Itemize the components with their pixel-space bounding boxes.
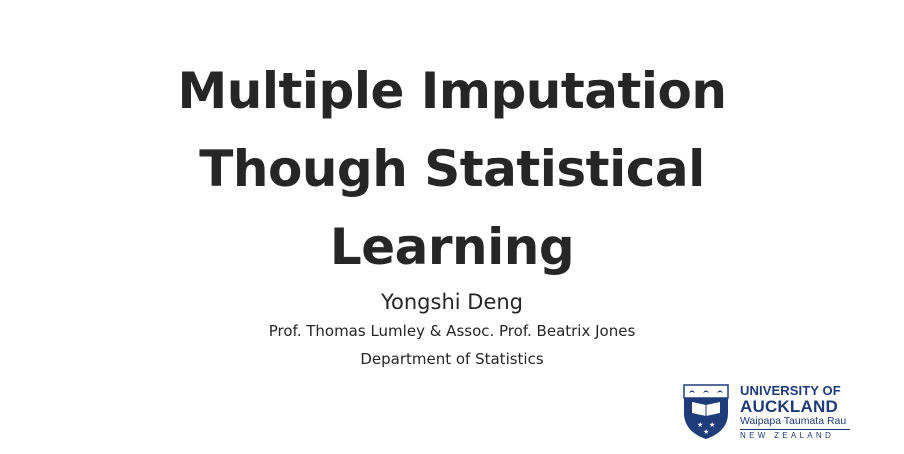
author-name: Yongshi Deng	[380, 290, 524, 314]
university-crest-icon: ★ ★ ★	[683, 384, 729, 439]
department-line: Department of Statistics	[360, 350, 544, 368]
title-line: Learning	[329, 218, 575, 276]
university-logo: ★ ★ ★ UNIVERSITY OF AUCKLAND Waipapa Tau…	[682, 383, 852, 443]
logo-line-3: Waipapa Taumata Rau	[740, 415, 847, 427]
logo-line-1: UNIVERSITY OF	[740, 383, 841, 398]
svg-text:★: ★	[709, 421, 715, 429]
title-line: Multiple Imputation	[177, 62, 728, 120]
logo-line-2: AUCKLAND	[740, 397, 838, 416]
svg-text:★: ★	[703, 428, 709, 436]
university-wordmark: UNIVERSITY OF AUCKLAND Waipapa Taumata R…	[740, 383, 854, 441]
slide-title: Multiple Imputation Though Statistical L…	[0, 52, 904, 286]
supervisors-line: Prof. Thomas Lumley & Assoc. Prof. Beatr…	[268, 322, 636, 340]
title-line: Though Statistical	[199, 140, 705, 198]
logo-divider	[740, 429, 850, 430]
svg-text:★: ★	[697, 421, 703, 429]
logo-line-4: NEW ZEALAND	[740, 431, 835, 440]
